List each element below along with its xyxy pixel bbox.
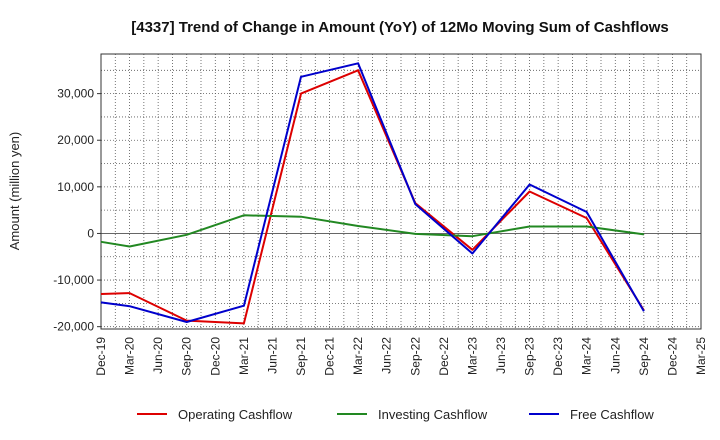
- free-cashflow-line: [100, 62, 645, 323]
- x-tick-label: Mar-25: [694, 337, 708, 375]
- x-tick-label: Jun-22: [380, 337, 394, 374]
- operating-cashflow-line: [100, 69, 645, 325]
- x-axis: Dec-19 Mar-20 Jun-20 Sep-20 Dec-20 Mar-21 Jun-…: [94, 337, 708, 376]
- x-tick-label: Jun-23: [494, 337, 508, 374]
- x-tick-label: Dec-20: [208, 337, 222, 376]
- y-tick-label: -10,000: [53, 273, 94, 287]
- x-tick-label: Sep-20: [180, 337, 194, 376]
- y-axis-label: Amount (million yen): [7, 132, 22, 251]
- investing-cashflow-line: [100, 214, 645, 248]
- x-tick-label: Sep-22: [408, 337, 422, 376]
- x-tick-label: Dec-22: [437, 337, 451, 376]
- x-tick-label: Mar-22: [351, 337, 365, 375]
- plot-area: [101, 54, 701, 329]
- y-tick-label: 10,000: [57, 180, 94, 194]
- x-tick-label: Dec-19: [94, 337, 108, 376]
- x-tick-label: Jun-24: [608, 337, 622, 374]
- x-tick-label: Mar-21: [237, 337, 251, 375]
- legend-label-investing-cashflow: Investing Cashflow: [378, 407, 488, 422]
- legend: Operating Cashflow Investing Cashflow Free…: [137, 407, 654, 422]
- x-tick-label: Jun-21: [265, 337, 279, 374]
- y-tick-label: 0: [87, 226, 94, 240]
- y-axis: -20,000 -10,000 0 10,000 20,000 30,000: [53, 87, 101, 334]
- x-tick-label: Mar-24: [580, 337, 594, 375]
- plot-frame: [100, 53, 702, 330]
- chart-title: [4337] Trend of Change in Amount (YoY) o…: [131, 19, 669, 36]
- x-tick-label: Dec-23: [551, 337, 565, 376]
- x-tick-label: Dec-24: [665, 337, 679, 376]
- legend-label-free-cashflow: Free Cashflow: [570, 407, 654, 422]
- y-tick-label: 30,000: [57, 87, 94, 101]
- y-tick-label: 20,000: [57, 133, 94, 147]
- legend-label-operating-cashflow: Operating Cashflow: [178, 407, 293, 422]
- grid: [100, 53, 702, 330]
- x-tick-label: Sep-24: [637, 337, 651, 376]
- x-tick-label: Dec-21: [323, 337, 337, 376]
- plot-background: [101, 54, 701, 329]
- x-tick-label: Sep-23: [523, 337, 537, 376]
- x-tick-label: Mar-23: [465, 337, 479, 375]
- x-tick-label: Mar-20: [123, 337, 137, 375]
- y-tick-label: -20,000: [53, 320, 94, 334]
- x-tick-label: Sep-21: [294, 337, 308, 376]
- x-tick-label: Jun-20: [151, 337, 165, 374]
- series-group: [100, 62, 645, 325]
